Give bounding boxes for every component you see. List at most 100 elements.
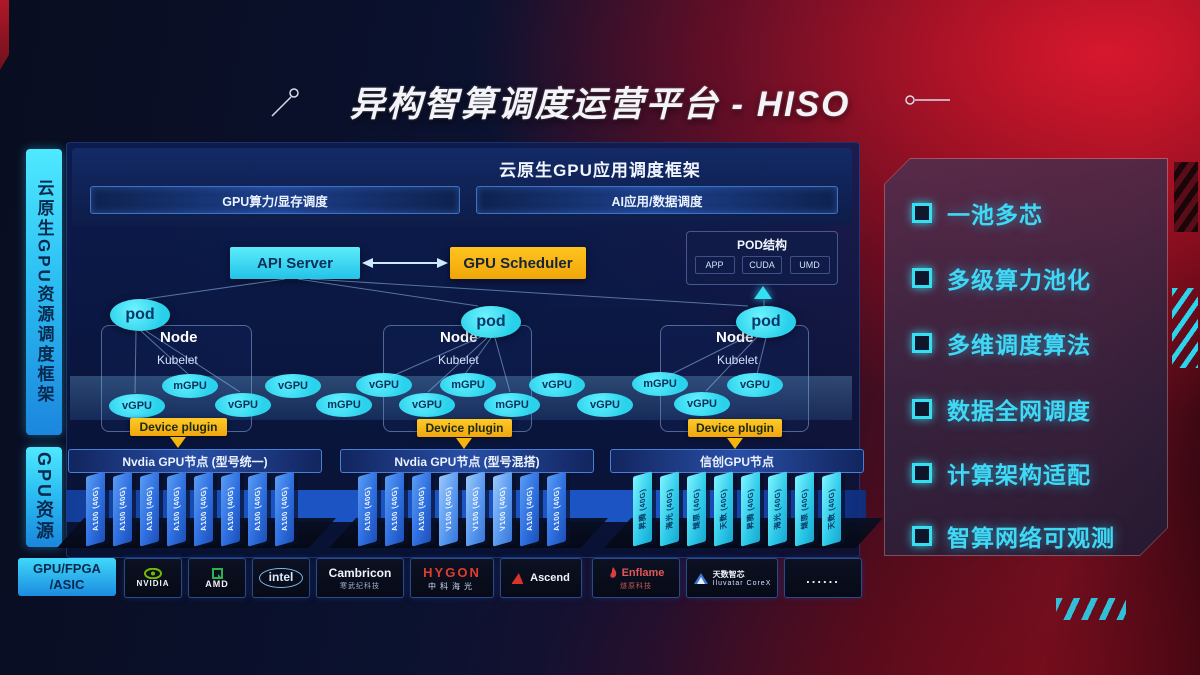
feature-item: 数据全网调度: [912, 392, 1091, 426]
ascend-icon: [512, 572, 524, 584]
pod-structure-title: POD结构: [736, 238, 787, 252]
chevron-accent: [1056, 598, 1126, 620]
rail-gpu-resources: GPU资源: [26, 447, 62, 547]
vendor-amd: AMD: [188, 558, 246, 598]
feature-item: 计算架构适配: [912, 456, 1091, 490]
mgpu-ellipse: mGPU: [316, 393, 372, 417]
enflame-flame-icon: [610, 566, 616, 578]
gpu-scheduler-box: GPU Scheduler: [450, 247, 586, 279]
gpu-card: 海光 (40G): [768, 471, 787, 547]
vgpu-ellipse: vGPU: [399, 393, 455, 417]
pod-layer-cuda: CUDA: [742, 256, 782, 274]
device-plugin-box: Device plugin: [130, 418, 227, 436]
pod-ellipse: pod: [736, 306, 796, 338]
gpu-card: 海光 (40G): [660, 471, 679, 547]
gpu-card: A100 (40G): [140, 471, 159, 547]
device-plugin-box: Device plugin: [417, 419, 512, 437]
gpu-card: V100 (40G): [466, 471, 485, 547]
vgpu-ellipse: vGPU: [529, 373, 585, 397]
mgpu-ellipse: mGPU: [440, 373, 496, 397]
gpu-card: 天数 (40G): [714, 471, 733, 547]
vgpu-ellipse: vGPU: [265, 374, 321, 398]
corner-accent: [0, 0, 9, 70]
gpu-card: 天数 (40G): [822, 471, 841, 547]
app-scheduling-title: 云原生GPU应用调度框架: [499, 161, 701, 180]
pod-ellipse: pod: [461, 306, 521, 338]
vgpu-ellipse: vGPU: [109, 394, 165, 418]
vendor-cambricon: Cambricon 寒武纪科技: [316, 558, 404, 598]
gpu-card: A100 (40G): [520, 471, 539, 547]
gpu-card: 昇腾 (40G): [741, 471, 760, 547]
kubelet-label: Kubelet: [438, 353, 479, 367]
pod-layer-umd: UMD: [789, 256, 830, 274]
gpu-card: 燧原 (40G): [687, 471, 706, 547]
vendor-more: ......: [784, 558, 862, 598]
vgpu-ellipse: vGPU: [215, 393, 271, 417]
down-arrow-icon: [170, 437, 186, 448]
gpu-card: A100 (40G): [194, 471, 213, 547]
down-arrow-icon: [456, 438, 472, 449]
square-bullet-icon: [912, 463, 932, 483]
vendor-hygon: HYGON 中科海光: [410, 558, 494, 598]
square-bullet-icon: [912, 268, 932, 288]
kubelet-label: Kubelet: [717, 353, 758, 367]
kubelet-label: Kubelet: [157, 353, 198, 367]
feature-item: 一池多芯: [912, 196, 1043, 230]
square-bullet-icon: [912, 399, 932, 419]
nvidia-eye-icon: [144, 568, 162, 579]
vendor-enflame: Enflame 燧原科技: [592, 558, 680, 598]
square-bullet-icon: [912, 526, 932, 546]
mgpu-ellipse: mGPU: [162, 374, 218, 398]
intel-logo-text: intel: [258, 568, 304, 588]
feature-item: 多级算力池化: [912, 261, 1091, 295]
gpu-card: A100 (40G): [167, 471, 186, 547]
square-bullet-icon: [912, 333, 932, 353]
gpu-card: A100 (40G): [547, 471, 566, 547]
gpu-card: A100 (40G): [385, 471, 404, 547]
vgpu-ellipse: vGPU: [577, 393, 633, 417]
gpu-card: A100 (40G): [412, 471, 431, 547]
circuit-deco-icon: [271, 88, 299, 117]
vgpu-ellipse: vGPU: [727, 373, 783, 397]
gpu-card: A100 (40G): [86, 471, 105, 547]
gpu-card: A100 (40G): [358, 471, 377, 547]
feature-panel: [885, 159, 1167, 555]
pod-ellipse: pod: [110, 299, 170, 331]
page-title: 异构智算调度运营平台 - HISO: [349, 85, 851, 124]
group-header-xinchuang: 信创GPU节点: [610, 449, 864, 473]
vgpu-ellipse: vGPU: [674, 392, 730, 416]
amd-mark-icon: [211, 568, 223, 579]
pod-layer-app: APP: [694, 256, 735, 274]
down-arrow-icon: [727, 438, 743, 449]
hardware-types-box: GPU/FPGA/ASIC: [18, 558, 116, 596]
square-bullet-icon: [912, 203, 932, 223]
api-server-box: API Server: [230, 247, 360, 279]
pod-structure-box: POD结构 APP CUDA UMD: [686, 231, 838, 285]
feature-item: 智算网络可观测: [912, 519, 1115, 553]
gpu-card: A100 (40G): [221, 471, 240, 547]
circuit-deco-icon: [905, 95, 950, 105]
gpu-compute-scheduling-bar: GPU算力/显存调度: [90, 186, 460, 214]
feature-item: 多维调度算法: [912, 326, 1091, 360]
iluvatar-triangle-icon: [693, 572, 708, 584]
gpu-card: A100 (40G): [275, 471, 294, 547]
rail-scheduling-framework: 云原生GPU资源调度框架: [26, 149, 62, 435]
hazard-stripes-red: [1174, 162, 1198, 232]
node-label: Node: [160, 329, 198, 346]
gpu-card: 燧原 (40G): [795, 471, 814, 547]
group-header-nvidia-mixed: Nvdia GPU节点 (型号混搭): [340, 449, 594, 473]
vendor-intel: intel: [252, 558, 310, 598]
ai-data-scheduling-bar: AI应用/数据调度: [476, 186, 838, 214]
vgpu-ellipse: vGPU: [356, 373, 412, 397]
vendor-ascend: Ascend: [500, 558, 582, 598]
mgpu-ellipse: mGPU: [484, 393, 540, 417]
vendor-nvidia: NVIDIA: [124, 558, 182, 598]
device-plugin-box: Device plugin: [688, 419, 782, 437]
gpu-card-group-3: 昇腾 (40G) 海光 (40G) 燧原 (40G) 天数 (40G) 昇腾 (…: [633, 471, 841, 547]
gpu-card: V100 (40G): [439, 471, 458, 547]
mgpu-ellipse: mGPU: [632, 372, 688, 396]
gpu-card: V100 (40G): [493, 471, 512, 547]
hazard-stripes-cyan: [1172, 288, 1198, 368]
gpu-card-group-2: A100 (40G) A100 (40G) A100 (40G) V100 (4…: [358, 471, 566, 547]
